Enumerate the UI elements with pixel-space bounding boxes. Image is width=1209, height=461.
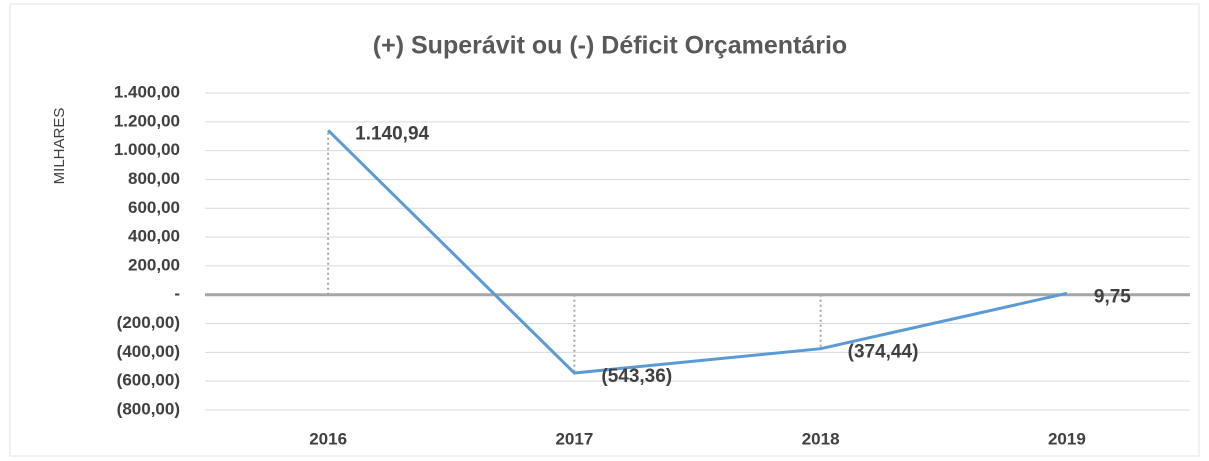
- y-tick-label: (800,00): [117, 399, 180, 418]
- data-label: 9,75: [1094, 286, 1131, 307]
- y-tick-label: (600,00): [117, 371, 180, 390]
- y-tick-label: (400,00): [117, 342, 180, 361]
- y-tick-label: 1.000,00: [114, 140, 180, 159]
- data-label: 1.140,94: [355, 123, 429, 144]
- data-line: [327, 129, 1068, 375]
- y-tick-label: -: [174, 284, 180, 303]
- x-tick-label: 2019: [1048, 429, 1086, 448]
- data-label: (374,44): [848, 342, 919, 363]
- y-tick-label: 1.200,00: [114, 111, 180, 130]
- y-tick-label: 800,00: [128, 169, 180, 188]
- y-tick-label: 200,00: [128, 255, 180, 274]
- y-tick-label: (200,00): [117, 313, 180, 332]
- x-tick-label: 2018: [802, 429, 840, 448]
- y-tick-label: 600,00: [128, 198, 180, 217]
- y-tick-label: 400,00: [128, 227, 180, 246]
- chart-frame: [9, 3, 1200, 457]
- data-label: (543,36): [601, 366, 672, 387]
- x-tick-label: 2016: [309, 429, 347, 448]
- chart-title: (+) Superávit ou (-) Déficit Orçamentári…: [373, 32, 847, 60]
- x-tick-label: 2017: [555, 429, 593, 448]
- y-tick-label: 1.400,00: [114, 82, 180, 101]
- y-axis-label: MILHARES: [51, 108, 68, 185]
